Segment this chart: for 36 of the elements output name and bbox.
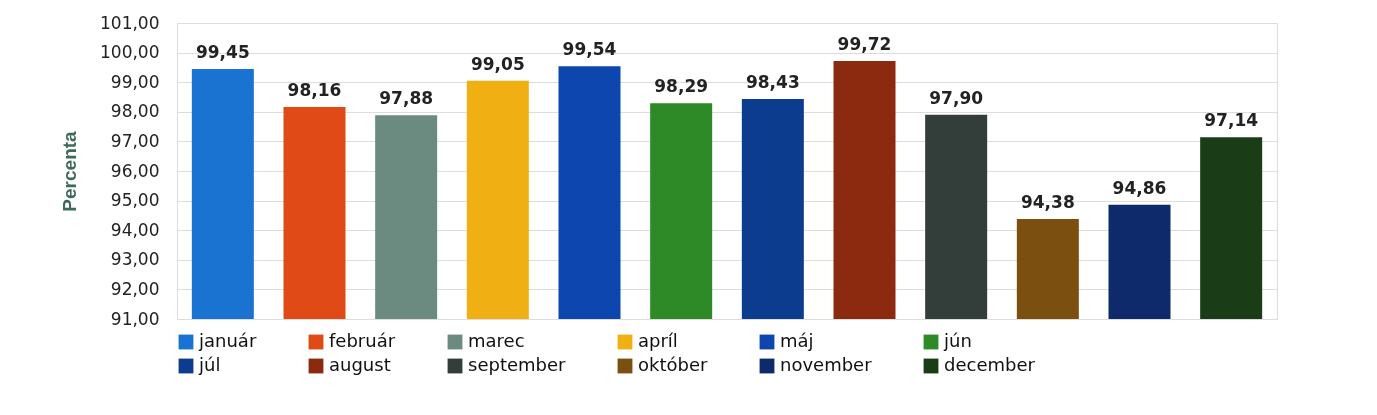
data-label: 94,86 — [1112, 177, 1167, 198]
legend-label: november — [780, 354, 873, 375]
legend-label: september — [468, 354, 567, 375]
y-tick-label: 94,00 — [110, 219, 160, 240]
legend-label: marec — [468, 330, 525, 351]
legend-label: október — [638, 354, 709, 375]
y-tick-label: 93,00 — [110, 249, 160, 270]
y-axis-title: Percenta — [59, 130, 81, 212]
y-tick-label: 97,00 — [110, 130, 160, 151]
y-tick-label: 91,00 — [110, 308, 160, 329]
y-tick-label: 95,00 — [110, 190, 160, 211]
y-tick-label: 92,00 — [110, 278, 160, 299]
data-label: 97,14 — [1204, 110, 1259, 131]
y-tick-label: 98,00 — [110, 101, 160, 122]
legend-label: máj — [780, 330, 814, 351]
data-label: 99,45 — [195, 41, 250, 62]
y-tick-label: 101,00 — [100, 12, 160, 33]
y-tick-label: 99,00 — [110, 71, 160, 92]
legend-label: august — [329, 354, 391, 375]
data-label: 99,05 — [470, 53, 525, 74]
data-label: 94,38 — [1020, 191, 1075, 212]
data-label: 97,90 — [929, 87, 984, 108]
legend-label: júl — [198, 354, 221, 375]
data-label: 97,88 — [379, 88, 434, 109]
legend-label: apríl — [638, 330, 678, 351]
data-label: 99,54 — [562, 39, 617, 60]
legend-label: február — [329, 330, 396, 351]
data-label: 99,72 — [837, 33, 892, 54]
y-tick-label: 96,00 — [110, 160, 160, 181]
data-label: 98,29 — [654, 76, 709, 97]
y-tick-label: 100,00 — [100, 42, 160, 63]
legend-label: december — [944, 354, 1036, 375]
legend-label: jún — [943, 330, 972, 351]
data-label: 98,43 — [745, 72, 800, 93]
data-label: 98,16 — [287, 80, 342, 101]
legend-label: január — [198, 330, 257, 351]
